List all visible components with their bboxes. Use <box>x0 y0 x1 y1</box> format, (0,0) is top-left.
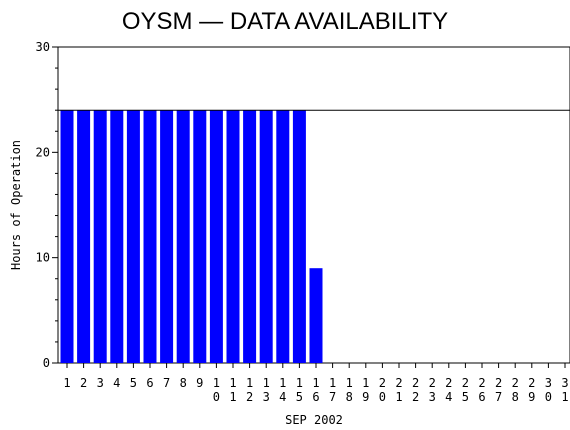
bar-day-8 <box>176 110 190 363</box>
x-tick-label-day-6: 6 <box>146 376 153 390</box>
bar-day-5 <box>126 110 140 363</box>
x-axis: 1 2 3 4 5 6 7 8 9 1 01 11 21 31 41 51 61 71 81 92 02 12 22 32 42… <box>63 363 569 404</box>
y-axis: 0 10 20 30 <box>36 40 58 370</box>
x-tick-label-day-3: 3 <box>97 376 104 390</box>
bar-day-3 <box>93 110 107 363</box>
bar-day-4 <box>110 110 124 363</box>
x-tick-label-day-1: 1 <box>63 376 70 390</box>
x-tick-label-day-4: 4 <box>113 376 120 390</box>
bar-day-12 <box>243 110 257 363</box>
bar-day-9 <box>193 110 207 363</box>
y-axis-label: Hours of Operation <box>9 140 23 270</box>
x-tick-label-day-9: 9 <box>196 376 203 390</box>
y-tick-label: 10 <box>36 251 50 265</box>
x-tick-label-day-8: 8 <box>180 376 187 390</box>
bar-day-16 <box>309 268 323 363</box>
bar-day-15 <box>292 110 306 363</box>
bar-day-10 <box>209 110 223 363</box>
y-tick-label: 30 <box>36 40 50 54</box>
bar-day-13 <box>259 110 273 363</box>
y-tick-label: 20 <box>36 145 50 159</box>
bar-day-6 <box>143 110 157 363</box>
bars-layer <box>60 110 323 363</box>
y-tick-label: 0 <box>43 356 50 370</box>
bar-day-2 <box>77 110 91 363</box>
bar-day-14 <box>276 110 290 363</box>
x-tick-label-day-5: 5 <box>130 376 137 390</box>
x-tick-label-day-7: 7 <box>163 376 170 390</box>
x-axis-label: SEP 2002 <box>285 413 343 427</box>
bar-day-11 <box>226 110 240 363</box>
chart-title: OYSM — DATA AVAILABILITY <box>122 8 448 35</box>
x-tick-label-day-2: 2 <box>80 376 87 390</box>
bar-day-7 <box>160 110 174 363</box>
bar-day-1 <box>60 110 74 363</box>
